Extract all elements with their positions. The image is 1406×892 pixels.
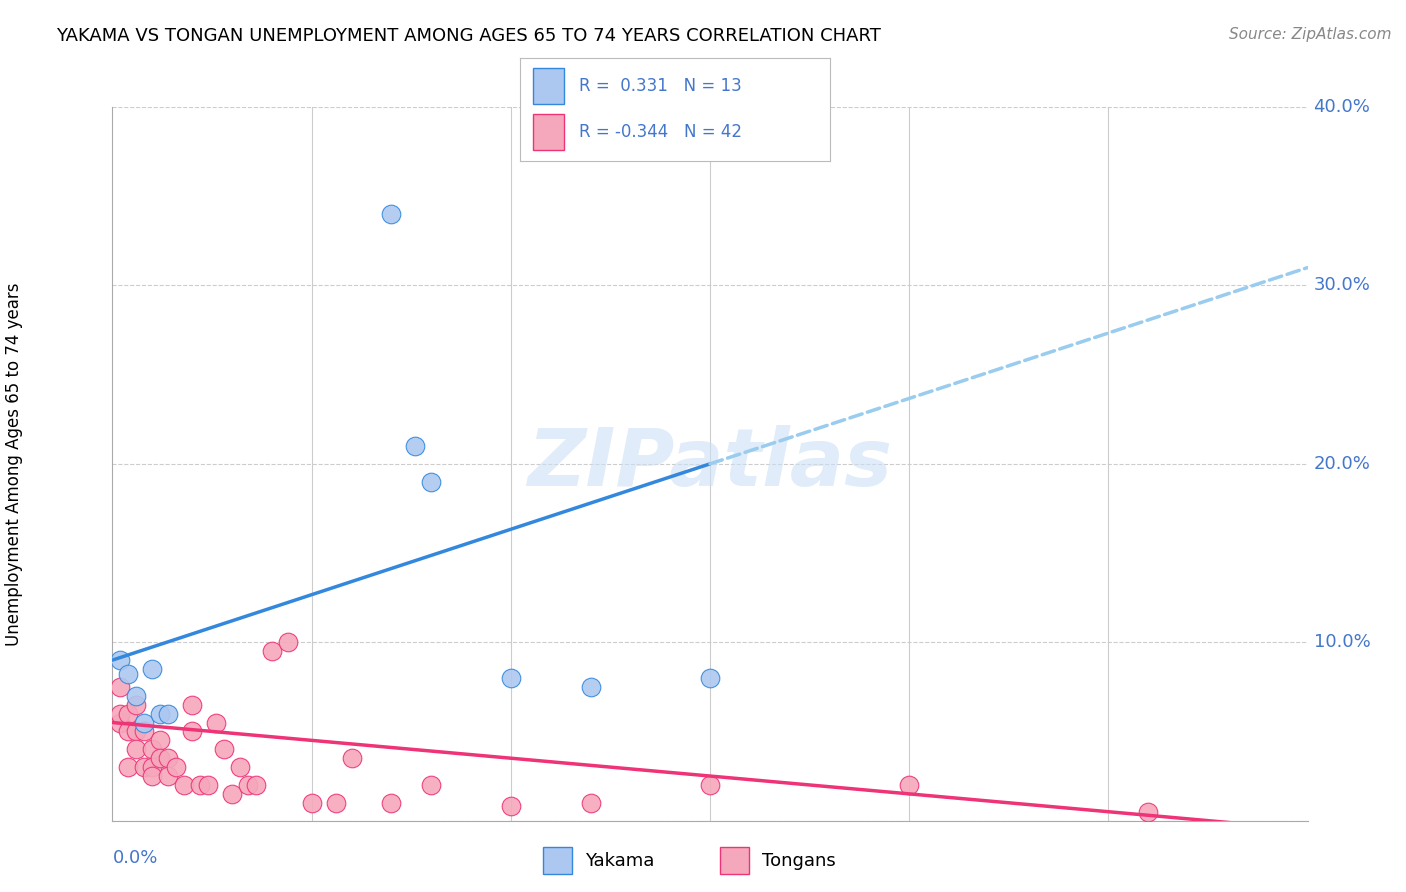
Point — [173, 778, 195, 792]
Text: YAKAMA VS TONGAN UNEMPLOYMENT AMONG AGES 65 TO 74 YEARS CORRELATION CHART: YAKAMA VS TONGAN UNEMPLOYMENT AMONG AGES… — [56, 27, 882, 45]
Text: 0.0%: 0.0% — [112, 849, 157, 867]
Point — [699, 778, 721, 792]
Text: 10.0%: 10.0% — [1313, 633, 1371, 651]
Text: 40.0%: 40.0% — [1313, 98, 1371, 116]
Point — [157, 706, 180, 721]
Point — [380, 796, 402, 810]
Point — [340, 751, 363, 765]
Point — [110, 706, 132, 721]
Point — [110, 715, 132, 730]
Point — [499, 799, 522, 814]
Point — [188, 778, 211, 792]
Text: Source: ZipAtlas.com: Source: ZipAtlas.com — [1229, 27, 1392, 42]
Point — [141, 760, 163, 774]
Text: Unemployment Among Ages 65 to 74 years: Unemployment Among Ages 65 to 74 years — [6, 282, 22, 646]
Point — [197, 778, 219, 792]
Point — [149, 733, 172, 747]
Point — [125, 698, 148, 712]
Bar — [533, 114, 564, 150]
Point — [579, 796, 602, 810]
Point — [229, 760, 252, 774]
Point — [117, 724, 139, 739]
Text: R = -0.344   N = 42: R = -0.344 N = 42 — [579, 123, 742, 141]
Bar — [543, 847, 572, 874]
Point — [110, 653, 132, 667]
Point — [141, 742, 163, 756]
Point — [236, 778, 259, 792]
Point — [205, 715, 228, 730]
Point — [245, 778, 267, 792]
Point — [579, 680, 602, 694]
Point — [117, 760, 139, 774]
Point — [301, 796, 323, 810]
Point — [420, 475, 443, 489]
Point — [1137, 805, 1160, 819]
Text: ZIPatlas: ZIPatlas — [527, 425, 893, 503]
Point — [420, 778, 443, 792]
Point — [260, 644, 283, 658]
Point — [134, 760, 156, 774]
Point — [499, 671, 522, 685]
Point — [149, 706, 172, 721]
Point — [699, 671, 721, 685]
Point — [117, 706, 139, 721]
Point — [325, 796, 347, 810]
Point — [125, 689, 148, 703]
Point — [134, 715, 156, 730]
Text: 20.0%: 20.0% — [1313, 455, 1371, 473]
Point — [149, 751, 172, 765]
Point — [157, 751, 180, 765]
Bar — [533, 69, 564, 104]
Point — [157, 769, 180, 783]
Point — [181, 698, 204, 712]
Point — [125, 724, 148, 739]
Point — [212, 742, 235, 756]
Point — [117, 667, 139, 681]
Point — [141, 769, 163, 783]
Point — [141, 662, 163, 676]
Text: Tongans: Tongans — [762, 852, 835, 870]
Point — [110, 680, 132, 694]
Point — [134, 724, 156, 739]
Point — [380, 207, 402, 221]
Text: R =  0.331   N = 13: R = 0.331 N = 13 — [579, 78, 742, 95]
Text: Yakama: Yakama — [585, 852, 654, 870]
Point — [221, 787, 243, 801]
Point — [165, 760, 187, 774]
Point — [277, 635, 299, 649]
Point — [181, 724, 204, 739]
Bar — [720, 847, 749, 874]
Point — [404, 439, 426, 453]
Point — [125, 742, 148, 756]
Text: 30.0%: 30.0% — [1313, 277, 1371, 294]
Point — [898, 778, 921, 792]
